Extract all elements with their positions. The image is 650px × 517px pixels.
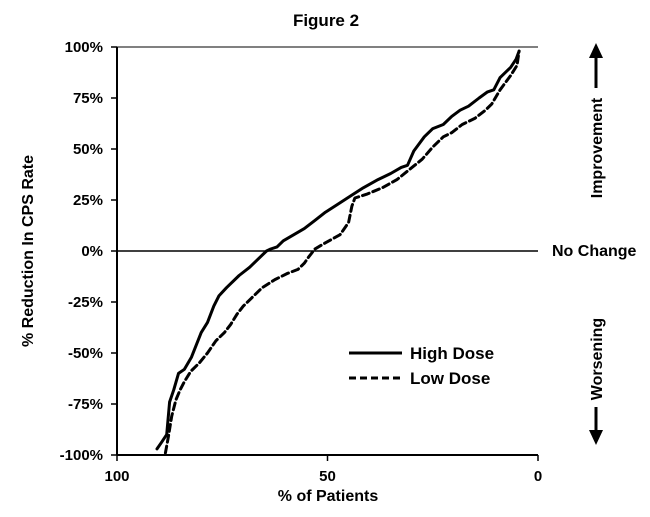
x-tick-label: 100	[104, 468, 129, 485]
x-tick-label: 0	[534, 468, 542, 485]
y-tick-label: 0%	[81, 243, 103, 260]
series-line-high-dose	[155, 49, 521, 451]
improvement-annotation: Improvement	[589, 43, 606, 198]
y-tick-label: 75%	[73, 90, 103, 107]
series-line-low-dose	[163, 49, 521, 455]
improvement-label: Improvement	[589, 97, 606, 198]
legend-label-low-dose: Low Dose	[410, 369, 490, 388]
down-arrow-icon	[589, 430, 603, 445]
y-tick-label: 25%	[73, 192, 103, 209]
no-change-label: No Change	[552, 243, 637, 260]
legend: High Dose Low Dose	[349, 344, 494, 388]
worsening-label: Worsening	[589, 318, 606, 400]
y-tick-label: -100%	[60, 447, 103, 464]
y-tick-label: -25%	[68, 294, 103, 311]
y-tick-label: 50%	[73, 141, 103, 158]
y-axis-ticks: 100% 75% 50% 25% 0% -25% -50% -75% -100%	[60, 39, 117, 464]
legend-label-high-dose: High Dose	[410, 344, 494, 363]
x-axis-ticks: 100 50 0	[104, 455, 542, 485]
x-axis-label: % of Patients	[278, 488, 379, 505]
y-tick-label: -75%	[68, 396, 103, 413]
up-arrow-icon	[589, 43, 603, 58]
series-layer	[155, 49, 521, 455]
y-tick-label: 100%	[65, 39, 103, 56]
y-tick-label: -50%	[68, 345, 103, 362]
x-tick-label: 50	[319, 468, 336, 485]
y-axis-label: % Reduction In CPS Rate	[20, 155, 37, 347]
chart-title: Figure 2	[293, 11, 359, 30]
worsening-annotation: Worsening	[589, 318, 606, 445]
